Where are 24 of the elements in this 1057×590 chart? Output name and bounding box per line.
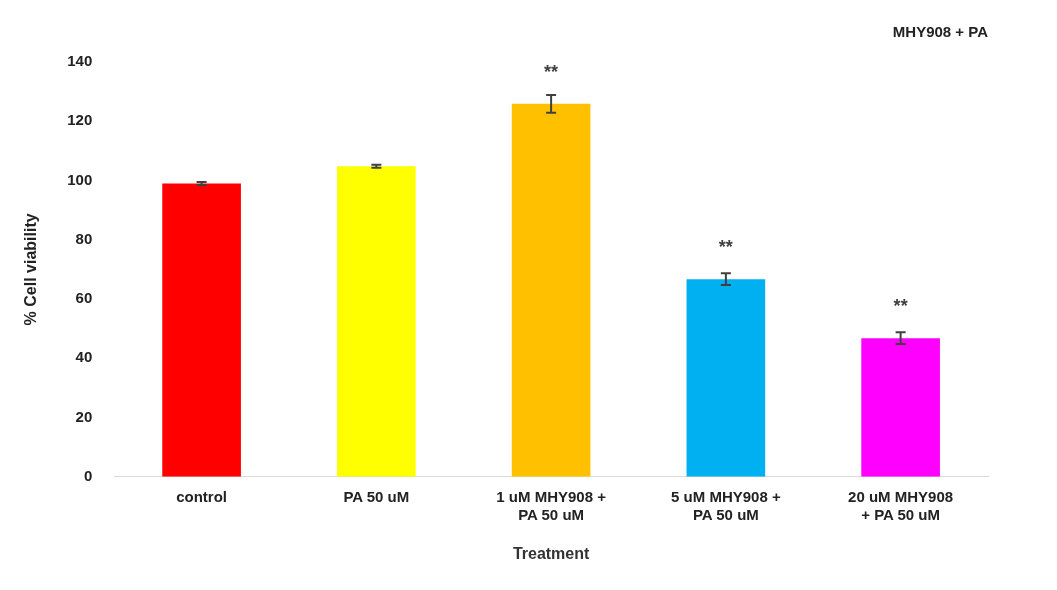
- y-tick-label: 40: [75, 348, 93, 366]
- bar: [511, 103, 591, 477]
- y-tick-label: 80: [75, 229, 93, 247]
- x-tick-label: 5 uM MHY908 + PA 50 uM: [671, 487, 781, 523]
- bar: [861, 338, 940, 477]
- y-tick-label: 100: [67, 170, 93, 188]
- bar: [162, 183, 241, 477]
- x-tick-label: PA 50 uM: [343, 487, 410, 505]
- x-tick-label: control: [176, 487, 228, 505]
- x-axis-title: Treatment: [512, 544, 591, 562]
- y-tick-label: 140: [67, 52, 93, 70]
- bar: [337, 166, 416, 477]
- annotation: **: [544, 61, 559, 82]
- y-tick-label: 20: [75, 407, 93, 425]
- y-tick-label: 120: [67, 111, 93, 129]
- bar: [686, 279, 766, 477]
- y-tick-label: 60: [75, 289, 93, 307]
- chart-title: MHY908 + PA: [892, 23, 989, 41]
- x-tick-label: 20 uM MHY908 + PA 50 uM: [848, 487, 954, 523]
- x-tick-label: 1 uM MHY908 + PA 50 uM: [496, 487, 607, 523]
- y-tick-label: 0: [83, 466, 93, 484]
- annotation: **: [718, 237, 733, 258]
- y-axis-title: % Cell viability: [22, 213, 40, 326]
- annotation: **: [893, 296, 908, 317]
